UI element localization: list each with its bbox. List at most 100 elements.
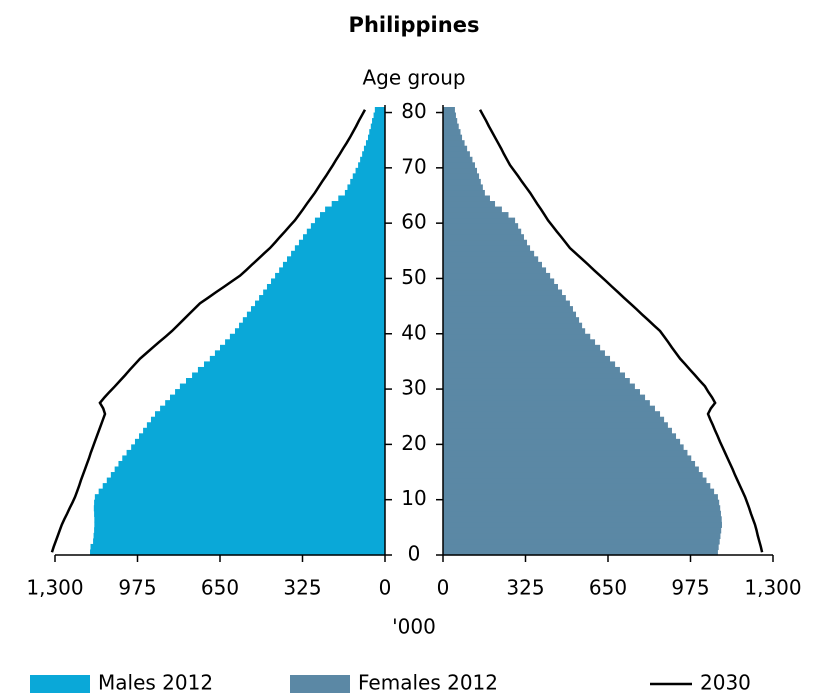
bar bbox=[443, 206, 502, 213]
bar bbox=[443, 516, 722, 523]
bar bbox=[443, 178, 481, 186]
bar bbox=[175, 389, 385, 396]
bar bbox=[271, 278, 385, 285]
y-tick-label: 40 bbox=[401, 320, 426, 344]
bar bbox=[131, 444, 385, 451]
bar bbox=[443, 184, 483, 191]
bar bbox=[298, 239, 385, 246]
bar bbox=[443, 477, 707, 484]
bar bbox=[443, 295, 566, 302]
bar bbox=[443, 317, 580, 324]
bar bbox=[443, 223, 519, 230]
bar bbox=[303, 234, 385, 241]
bar bbox=[314, 217, 385, 224]
bar bbox=[443, 189, 485, 197]
bar bbox=[443, 444, 684, 451]
bar bbox=[443, 416, 665, 423]
bar bbox=[443, 339, 596, 346]
bar bbox=[443, 466, 699, 473]
bar bbox=[220, 344, 385, 351]
y-tick-label: 80 bbox=[401, 99, 426, 123]
bar bbox=[443, 156, 473, 163]
bar bbox=[443, 118, 458, 125]
bar bbox=[94, 510, 385, 517]
bar bbox=[443, 134, 463, 141]
bar bbox=[94, 521, 385, 528]
bar bbox=[282, 261, 385, 268]
bar bbox=[443, 405, 655, 412]
bar bbox=[369, 129, 385, 136]
bar bbox=[443, 256, 539, 263]
legend-label: 2030 bbox=[700, 671, 751, 695]
bar bbox=[150, 416, 385, 423]
bar bbox=[443, 472, 703, 479]
bar bbox=[443, 483, 711, 490]
bar bbox=[443, 427, 672, 434]
bar bbox=[355, 167, 385, 174]
bar bbox=[443, 333, 591, 340]
bar bbox=[90, 549, 386, 556]
bar bbox=[443, 505, 721, 512]
bar bbox=[443, 355, 611, 363]
bar bbox=[362, 151, 385, 158]
x-tick-label: 650 bbox=[589, 576, 627, 600]
bar bbox=[266, 283, 385, 291]
bar bbox=[443, 145, 468, 152]
bar bbox=[102, 483, 385, 490]
bar bbox=[118, 460, 385, 468]
bar bbox=[325, 206, 385, 213]
bar bbox=[443, 212, 509, 219]
bar bbox=[110, 472, 385, 479]
bar bbox=[259, 295, 385, 302]
bar bbox=[94, 516, 385, 523]
bar bbox=[443, 250, 535, 257]
bar bbox=[146, 422, 385, 429]
bar bbox=[90, 543, 386, 551]
bar bbox=[320, 212, 385, 219]
bar bbox=[246, 311, 385, 318]
bar bbox=[134, 438, 385, 445]
bar bbox=[443, 344, 601, 351]
bar bbox=[192, 372, 385, 379]
y-axis-label: Age group bbox=[362, 66, 465, 90]
bar bbox=[443, 527, 722, 534]
bar bbox=[443, 383, 635, 390]
bar bbox=[443, 538, 720, 545]
bar bbox=[443, 278, 555, 285]
bar bbox=[443, 378, 630, 385]
bar bbox=[443, 112, 456, 119]
bar bbox=[347, 184, 385, 191]
bar bbox=[291, 250, 385, 257]
bar bbox=[94, 527, 385, 534]
bar bbox=[443, 499, 720, 506]
bar bbox=[443, 245, 531, 252]
bar bbox=[169, 394, 385, 401]
bar bbox=[114, 466, 386, 473]
bar bbox=[443, 411, 661, 418]
bar bbox=[287, 256, 385, 263]
bar bbox=[344, 189, 385, 197]
bar bbox=[93, 538, 386, 545]
bar bbox=[443, 300, 570, 307]
bar bbox=[350, 178, 385, 186]
bar bbox=[443, 140, 465, 147]
x-tick-label: 325 bbox=[283, 576, 321, 600]
y-tick-label: 0 bbox=[408, 542, 421, 566]
bar bbox=[98, 488, 386, 495]
bar bbox=[443, 228, 522, 235]
bar bbox=[443, 372, 626, 379]
bar bbox=[443, 521, 722, 528]
x-tick-label: 0 bbox=[437, 576, 450, 600]
bar bbox=[197, 366, 385, 374]
x-tick-label: 0 bbox=[379, 576, 392, 600]
bar bbox=[443, 494, 718, 501]
bar bbox=[443, 289, 563, 296]
bar bbox=[229, 333, 385, 340]
line-2030 bbox=[50, 109, 367, 553]
bar bbox=[443, 488, 715, 495]
bar bbox=[358, 162, 385, 169]
bar bbox=[126, 449, 385, 457]
bar bbox=[443, 543, 719, 551]
bar bbox=[204, 361, 385, 368]
bar bbox=[443, 283, 558, 291]
